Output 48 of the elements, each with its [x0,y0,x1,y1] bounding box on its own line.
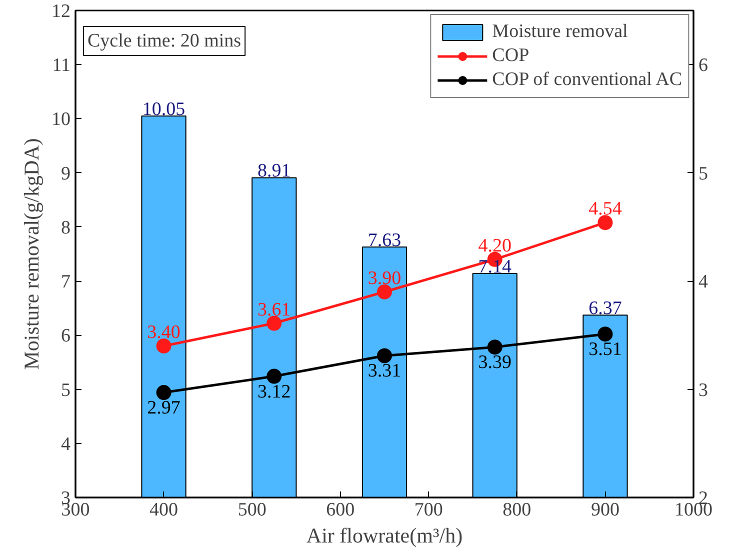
y-tick-label: 5 [61,380,70,401]
y-tick-label: 9 [61,163,70,184]
data-label: 4.20 [478,235,512,256]
data-label: 10.05 [142,99,186,120]
data-label: 3.31 [368,360,402,382]
x-tick-label: 500 [238,500,266,520]
point [598,326,613,342]
data-label: 8.91 [258,160,291,182]
point [156,338,172,354]
point [266,316,282,331]
legend-label: Moisture removal [492,21,628,43]
data-label: 3.61 [258,299,291,320]
data-label: 7.63 [368,230,402,251]
y-tick-label: 6 [61,326,70,347]
x-tick-label: 700 [414,500,443,520]
x-tick-label: 600 [326,500,355,520]
y2-tick-label: 4 [698,272,708,293]
data-label: 2.97 [147,398,180,419]
annotation: Cycle time: 20 mins [88,30,242,52]
point [598,215,613,230]
point [377,284,392,300]
x-tick-label: 400 [150,500,178,520]
data-label: 3.40 [147,322,180,343]
y-tick-label: 7 [61,272,70,293]
y-tick-label: 4 [61,434,71,455]
y-tick-label: 12 [52,1,70,22]
data-label: 3.39 [478,352,512,374]
point [487,340,502,355]
legend-label: COP [492,45,530,67]
x-axis-title: Air flowrate(m³/h) [306,524,463,548]
y2-tick-label: 6 [698,55,708,76]
data-label: 6.37 [588,298,622,320]
data-label: 3.51 [588,339,622,360]
y2-tick-label: 5 [698,163,708,184]
data-label: 3.90 [368,268,402,289]
x-tick-label: 800 [502,500,532,520]
y-tick-label: 11 [52,55,70,76]
y2-tick-label: 3 [698,380,708,401]
point [377,348,392,364]
legend-label: COP of conventional AC [492,69,682,91]
y-axis-title: Moisture removal(g/kgDA) [20,138,44,370]
x-tick-label: 900 [590,500,620,520]
data-label: 3.12 [258,381,291,402]
data-label: 4.54 [588,198,622,220]
y-tick-label: 8 [61,217,70,238]
point [266,368,282,384]
point [156,385,172,400]
y-tick-label: 10 [52,109,70,130]
